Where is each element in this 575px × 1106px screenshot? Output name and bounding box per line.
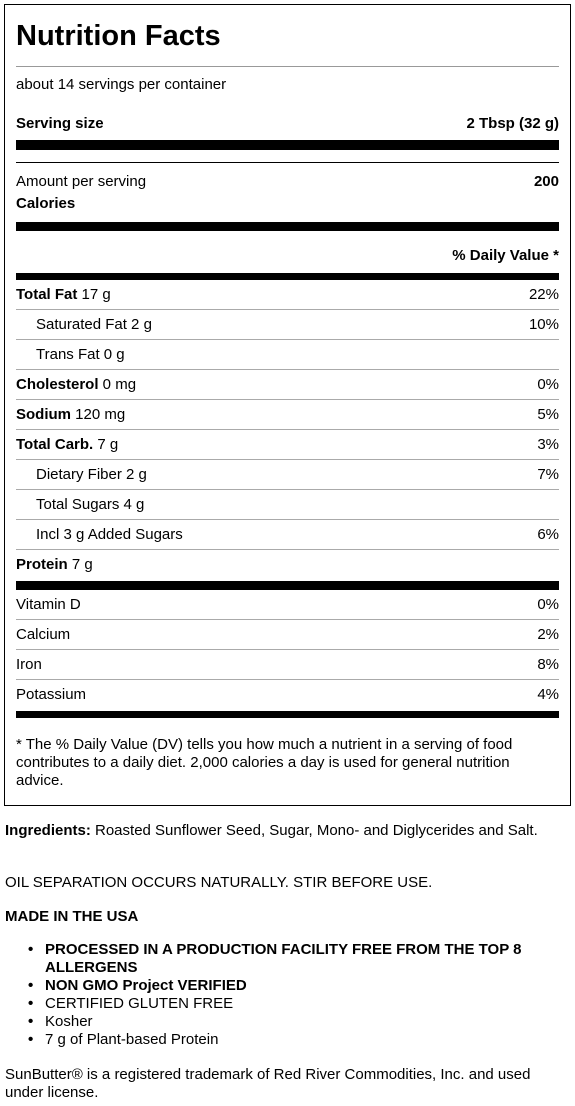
vitamin-dv: 2% (537, 626, 559, 643)
nutrient-amount: 17 g (77, 286, 111, 303)
vitamin-name: Potassium (16, 686, 87, 703)
nutrient-dv: 7% (537, 466, 559, 483)
ingredients: Ingredients: Roasted Sunflower Seed, Sug… (5, 822, 567, 840)
vitamin-name: Iron (16, 656, 42, 673)
serving-size-row: Serving size 2 Tbsp (32 g) (16, 115, 559, 133)
oil-separation-note: OIL SEPARATION OCCURS NATURALLY. STIR BE… (5, 874, 433, 891)
nutrient-dv: 22% (528, 286, 559, 303)
serving-size-value: 2 Tbsp (32 g) (466, 115, 559, 132)
thick-divider (16, 581, 559, 590)
nutrient-name: Trans Fat 0 g (36, 346, 125, 363)
nutrient-row: Total Fat 17 g 22% (16, 280, 559, 310)
nutrient-row: Total Sugars 4 g (16, 490, 559, 520)
nutrition-facts-panel: Nutrition Facts about 14 servings per co… (4, 4, 571, 806)
daily-value-footnote: * The % Daily Value (DV) tells you how m… (16, 736, 513, 789)
medium-divider (16, 273, 559, 280)
nutrient-row: Incl 3 g Added Sugars 6% (16, 520, 559, 550)
nutrient-name: Saturated Fat 2 g (36, 316, 152, 333)
nutrient-row: Dietary Fiber 2 g 7% (16, 460, 559, 490)
nutrient-row: Total Carb. 7 g 3% (16, 430, 559, 460)
vitamin-dv: 8% (537, 656, 559, 673)
daily-value-header: % Daily Value * (16, 247, 559, 265)
calories-value: 200 (533, 173, 559, 190)
nutrient-dv: 10% (528, 316, 559, 333)
divider (16, 162, 559, 163)
nutrient-row: Cholesterol 0 mg 0% (16, 370, 559, 400)
nutrient-name: Total Carb. (16, 436, 94, 453)
made-in-usa: MADE IN THE USA (5, 908, 139, 925)
claim-item: PROCESSED IN A PRODUCTION FACILITY FREE … (28, 941, 567, 977)
nutrient-amount: 0 mg (98, 376, 137, 393)
nutrient-amount: 7 g (67, 556, 93, 573)
thick-divider (16, 140, 559, 150)
nutrient-row: Protein 7 g (16, 550, 559, 580)
servings-per-container: about 14 servings per container (16, 76, 227, 93)
ingredients-label: Ingredients: (5, 822, 91, 839)
claims-list: PROCESSED IN A PRODUCTION FACILITY FREE … (28, 941, 567, 1049)
nutrient-name: Total Sugars 4 g (36, 496, 145, 513)
daily-value-header-text: % Daily Value * (452, 247, 559, 264)
claim-item: Kosher (28, 1013, 567, 1031)
nutrient-dv: 3% (537, 436, 559, 453)
nutrition-facts-title: Nutrition Facts (16, 20, 221, 52)
amount-per-serving-label: Amount per serving (16, 173, 147, 190)
serving-size-label: Serving size (16, 115, 104, 132)
nutrient-name: Sodium (16, 406, 71, 423)
nutrient-dv: 6% (537, 526, 559, 543)
claim-item: 7 g of Plant-based Protein (28, 1031, 567, 1049)
ingredients-text: Roasted Sunflower Seed, Sugar, Mono- and… (90, 822, 538, 839)
divider (16, 66, 559, 67)
nutrient-name: Cholesterol (16, 376, 99, 393)
vitamin-dv: 0% (537, 596, 559, 613)
vitamin-name: Calcium (16, 626, 71, 643)
thick-divider (16, 222, 559, 231)
nutrient-row: Saturated Fat 2 g 10% (16, 310, 559, 340)
nutrient-name: Total Fat (16, 286, 78, 303)
vitamin-row: Vitamin D 0% (16, 590, 559, 620)
claim-item: CERTIFIED GLUTEN FREE (28, 995, 567, 1013)
nutrient-row: Sodium 120 mg 5% (16, 400, 559, 430)
nutrient-dv: 0% (537, 376, 559, 393)
nutrient-row: Trans Fat 0 g (16, 340, 559, 370)
nutrient-dv: 5% (537, 406, 559, 423)
vitamin-dv: 4% (537, 686, 559, 703)
vitamin-row: Iron 8% (16, 650, 559, 680)
nutrient-amount: 7 g (93, 436, 119, 453)
nutrient-name: Protein (16, 556, 68, 573)
nutrient-name: Incl 3 g Added Sugars (36, 526, 183, 543)
trademark-notice: SunButter® is a registered trademark of … (5, 1066, 531, 1101)
vitamin-name: Vitamin D (16, 596, 81, 613)
amount-per-serving: Amount per serving 200 (16, 173, 559, 191)
nutrient-amount: 120 mg (71, 406, 126, 423)
vitamin-row: Potassium 4% (16, 680, 559, 710)
claim-item: NON GMO Project VERIFIED (28, 977, 567, 995)
nutrient-name: Dietary Fiber 2 g (36, 466, 147, 483)
calories-label: Calories (16, 195, 76, 212)
vitamin-row: Calcium 2% (16, 620, 559, 650)
medium-divider (16, 711, 559, 718)
